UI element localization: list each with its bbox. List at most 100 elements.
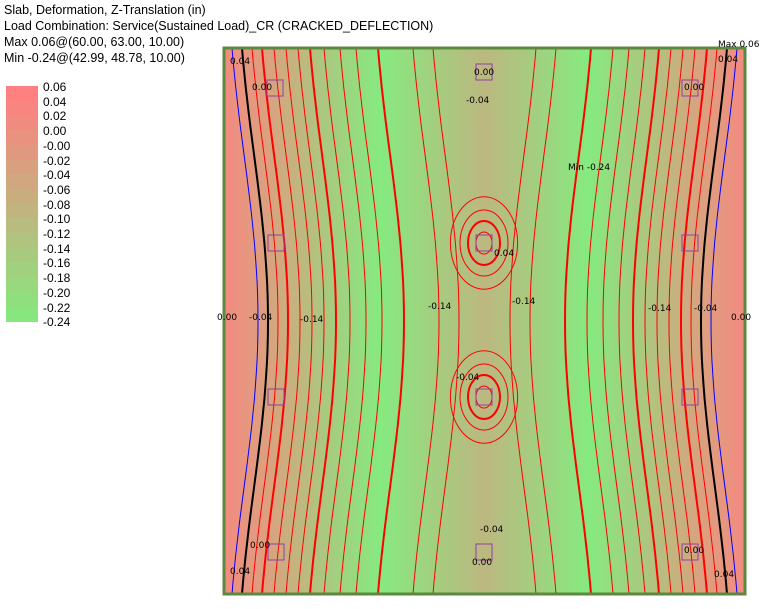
column-marker bbox=[267, 388, 285, 406]
contour-label: -0.04 bbox=[694, 304, 718, 314]
legend-swatch bbox=[6, 115, 38, 131]
contour-label: 0.04 bbox=[230, 567, 250, 577]
contour-line bbox=[529, 47, 557, 595]
contour-line bbox=[309, 47, 338, 595]
contour-line bbox=[602, 47, 630, 595]
legend-tick: -0.10 bbox=[43, 212, 71, 227]
column-marker bbox=[475, 63, 493, 81]
column-marker bbox=[681, 234, 699, 252]
legend-tick: -0.12 bbox=[43, 227, 71, 241]
column-marker bbox=[681, 543, 699, 561]
contour-line bbox=[432, 47, 460, 595]
legend-tick: -0.08 bbox=[43, 197, 71, 212]
legend-swatch bbox=[6, 291, 38, 307]
column-marker bbox=[681, 79, 699, 97]
legend-tick: 0.00 bbox=[43, 124, 67, 139]
contour-line bbox=[509, 47, 537, 595]
legend-tick: -0.04 bbox=[43, 168, 71, 183]
legend-tick: -0.16 bbox=[43, 256, 71, 271]
contour-label: -0.04 bbox=[480, 525, 504, 535]
column-markers bbox=[266, 63, 699, 561]
contour-line bbox=[644, 47, 672, 595]
column-marker bbox=[267, 234, 285, 252]
legend-swatch bbox=[6, 277, 38, 293]
contour-line bbox=[231, 47, 259, 595]
contour-line bbox=[563, 47, 592, 595]
contour-label: 0.00 bbox=[731, 313, 751, 323]
column-marker bbox=[266, 79, 284, 97]
contour-label: -0.04 bbox=[456, 373, 480, 383]
contour-label: -0.04 bbox=[249, 313, 273, 323]
contour-label: -0.14 bbox=[428, 302, 452, 312]
contour-line bbox=[679, 47, 708, 595]
legend-tick: 0.02 bbox=[43, 109, 67, 124]
contour-label: 0.04 bbox=[718, 55, 738, 65]
contour-line bbox=[273, 47, 301, 595]
legend-swatch bbox=[6, 144, 38, 160]
contour-line bbox=[285, 47, 313, 595]
contour-label: 0.00 bbox=[684, 546, 704, 556]
contour-line bbox=[699, 47, 728, 595]
contour-label: -0.14 bbox=[648, 304, 672, 314]
contour-line bbox=[690, 47, 718, 595]
column-marker bbox=[475, 388, 493, 406]
load-combination: Load Combination: Service(Sustained Load… bbox=[4, 19, 434, 33]
legend-swatch bbox=[6, 159, 38, 175]
legend-swatch bbox=[6, 218, 38, 234]
contour-label: 0.04 bbox=[714, 570, 734, 580]
column-marker bbox=[475, 543, 493, 561]
legend-swatch bbox=[6, 174, 38, 190]
contour-line bbox=[241, 47, 270, 595]
legend-tick: -0.18 bbox=[43, 271, 71, 286]
contour-line bbox=[323, 47, 351, 595]
column-marker bbox=[475, 234, 493, 252]
contour-line bbox=[412, 47, 440, 595]
contour-line bbox=[656, 47, 684, 595]
contour-label: 0.00 bbox=[684, 83, 704, 93]
legend-swatch bbox=[6, 130, 38, 146]
contour-line bbox=[710, 47, 738, 595]
legend-swatch bbox=[6, 188, 38, 204]
contour-label: -0.14 bbox=[300, 315, 324, 325]
contour-label: -0.04 bbox=[466, 96, 490, 106]
legend-tick: -0.24 bbox=[43, 315, 71, 330]
peak-contour bbox=[467, 374, 501, 420]
contour-label: 0.00 bbox=[252, 83, 272, 93]
contour-line bbox=[355, 47, 383, 595]
legend-swatch bbox=[6, 100, 38, 116]
min-value: Min -0.24@(42.99, 48.78, 10.00) bbox=[4, 51, 185, 65]
contour-line bbox=[339, 47, 367, 595]
legend-tick: -0.14 bbox=[43, 241, 71, 256]
contour-label: Min -0.24 bbox=[568, 163, 610, 173]
peak-contour bbox=[449, 350, 519, 444]
plot-title: Slab, Deformation, Z-Translation (in) bbox=[4, 3, 206, 17]
peak-contour bbox=[467, 220, 501, 266]
contour-line bbox=[586, 47, 614, 595]
contour-line bbox=[251, 47, 279, 595]
contour-line bbox=[631, 47, 660, 595]
legend-swatch bbox=[6, 247, 38, 263]
slab-field bbox=[224, 48, 745, 594]
contour-label: 0.04 bbox=[230, 57, 250, 67]
legend-tick: -0.02 bbox=[43, 153, 71, 168]
contour-line bbox=[297, 47, 325, 595]
contour-label: 0.04 bbox=[494, 249, 514, 259]
contour-line bbox=[377, 47, 406, 595]
legend-swatch bbox=[6, 86, 38, 101]
max-value: Max 0.06@(60.00, 63.00, 10.00) bbox=[4, 35, 185, 49]
peak-contour bbox=[459, 209, 509, 277]
column-marker bbox=[267, 543, 285, 561]
contour-line bbox=[261, 47, 290, 595]
legend-tick: 0.06 bbox=[43, 80, 67, 94]
contour-lines bbox=[231, 47, 738, 595]
legend-tick: -0.06 bbox=[43, 182, 71, 197]
legend-tick: -0.20 bbox=[43, 285, 71, 300]
legend-swatch bbox=[6, 262, 38, 278]
legend-swatch bbox=[6, 203, 38, 219]
contour-label: 0.00 bbox=[472, 558, 492, 568]
peak-contour bbox=[449, 196, 519, 290]
legend-tick: -0.22 bbox=[43, 300, 71, 315]
contour-label: -0.14 bbox=[512, 297, 536, 307]
peak-contour bbox=[459, 363, 509, 431]
